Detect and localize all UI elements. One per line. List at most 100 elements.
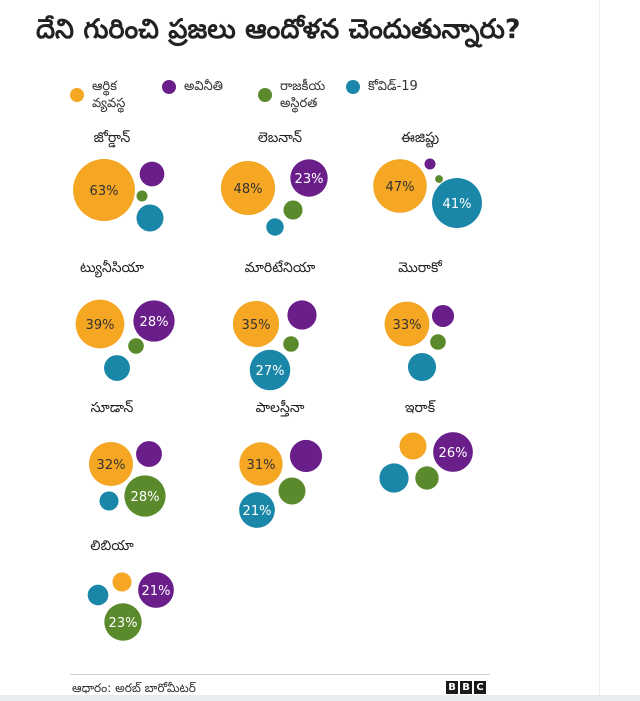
bubble-covid	[87, 584, 109, 606]
bubble-economy	[112, 572, 132, 592]
footer-divider	[70, 674, 490, 675]
data-label: 28%	[131, 490, 160, 505]
logo-letter: B	[460, 681, 472, 694]
country-group: మొరాకో 33%	[384, 260, 455, 382]
bubble-economy	[384, 301, 430, 347]
data-label: 47%	[386, 180, 415, 195]
country-group: ట్యునీసియా 39% 28%	[75, 260, 175, 381]
bubble-corruption	[138, 572, 174, 608]
bubble-stability	[124, 475, 166, 517]
legend-swatch-covid	[346, 79, 360, 94]
legend-item-stability: రాజకీయ అస్థిరత	[258, 78, 325, 112]
bubble-stability	[104, 603, 142, 641]
bubble-stability	[278, 477, 306, 505]
bottom-bar	[0, 695, 640, 701]
data-label: 26%	[439, 446, 468, 461]
bubble-covid	[239, 492, 275, 528]
bubble-stability	[136, 190, 148, 202]
legend-label-corruption: అవినీతి	[184, 79, 223, 94]
country-group: పాలస్తీనా 31% 21%	[239, 399, 323, 528]
bubble-corruption	[424, 158, 436, 170]
logo-letter: B	[446, 681, 458, 694]
bubble-stability	[283, 336, 299, 352]
data-label: 33%	[393, 318, 422, 333]
bubble-chart: జోర్డాన్ 63% లెబనాన్ 48% 23% ఈజిప్టు 47% 41% ట్య…	[73, 130, 482, 641]
data-label: 35%	[242, 318, 271, 333]
bubble-corruption	[287, 300, 317, 330]
bubble-covid	[407, 352, 437, 382]
data-label: 23%	[109, 616, 138, 631]
legend: ఆర్థిక వ్యవస్థ అవినీతి రాజకీయ అస్థిరత కో…	[70, 78, 510, 118]
bubble-stability	[435, 175, 443, 183]
bubble-covid	[136, 204, 164, 232]
country-name: మొరాకో	[398, 260, 443, 276]
bubble-covid	[104, 355, 130, 381]
data-label: 23%	[295, 172, 324, 187]
legend-item-corruption: అవినీతి	[162, 78, 223, 95]
data-label: 63%	[90, 184, 119, 199]
bubble-economy	[373, 159, 427, 213]
bubble-covid	[99, 491, 119, 511]
country-name: పాలస్తీనా	[256, 399, 305, 417]
bubble-economy	[88, 441, 134, 487]
bubble-stability	[430, 334, 446, 350]
country-group: మారిటేనియా 35% 27%	[232, 260, 317, 391]
bubble-covid	[379, 463, 409, 493]
legend-label-stability: రాజకీయ అస్థిరత	[280, 79, 326, 111]
bbc-logo: B B C	[446, 681, 486, 694]
bubble-covid	[266, 218, 284, 236]
country-name: లిబియా	[90, 538, 134, 554]
country-group: సూడాన్ 32% 28%	[88, 400, 166, 517]
legend-label-economy: ఆర్థిక వ్యవస్థ	[92, 79, 126, 111]
country-group: జోర్డాన్ 63%	[73, 130, 165, 232]
country-name: జోర్డాన్	[94, 130, 131, 148]
country-group: ఇరాక్ 26%	[379, 400, 473, 493]
legend-item-covid: కోవిడ్-19	[346, 78, 418, 95]
legend-label-covid: కోవిడ్-19	[368, 79, 418, 94]
country-group: లెబనాన్ 48% 23%	[220, 130, 328, 236]
bubble-corruption	[139, 161, 165, 187]
bubble-economy	[239, 442, 283, 486]
bubble-stability	[128, 338, 144, 354]
bubble-corruption	[290, 159, 328, 197]
country-name: ఈజిప్టు	[401, 130, 439, 148]
source-note: ఆధారం: అరబ్ బారోమీటర్	[72, 681, 196, 695]
data-label: 28%	[140, 315, 169, 330]
data-label: 41%	[443, 197, 472, 212]
bubble-economy	[399, 432, 427, 460]
bubble-stability	[283, 200, 303, 220]
data-label: 21%	[142, 584, 171, 599]
legend-swatch-stability	[258, 88, 272, 102]
country-name: సూడాన్	[91, 400, 134, 416]
bubble-covid	[249, 349, 291, 391]
bubble-corruption	[136, 441, 162, 467]
data-label: 27%	[256, 364, 285, 379]
country-name: ట్యునీసియా	[80, 260, 145, 278]
country-name: మారిటేనియా	[245, 260, 316, 276]
bubble-stability	[415, 466, 439, 490]
data-label: 32%	[97, 458, 126, 473]
data-label: 48%	[234, 182, 263, 197]
bubble-corruption	[133, 300, 175, 342]
data-label: 31%	[247, 458, 276, 473]
bubble-economy	[73, 159, 135, 221]
frame-edge	[599, 0, 600, 701]
bubble-economy	[75, 299, 125, 349]
logo-letter: C	[474, 681, 486, 694]
data-label: 39%	[86, 318, 115, 333]
bubble-corruption	[433, 432, 473, 472]
legend-item-economy: ఆర్థిక వ్యవస్థ	[70, 78, 125, 112]
bubble-covid	[432, 178, 482, 228]
bubble-corruption	[431, 304, 455, 328]
bubble-corruption	[289, 439, 323, 473]
legend-swatch-corruption	[162, 79, 176, 94]
bubble-economy	[232, 300, 280, 348]
country-group: ఈజిప్టు 47% 41%	[373, 130, 482, 228]
legend-swatch-economy	[70, 88, 84, 102]
data-label: 21%	[243, 504, 272, 519]
country-name: లెబనాన్	[258, 130, 302, 146]
bubble-economy	[220, 160, 276, 216]
chart-title: దేని గురించి ప్రజలు ఆందోళన చెందుతున్నారు…	[36, 14, 521, 45]
country-name: ఇరాక్	[405, 400, 436, 416]
country-group: లిబియా 21% 23%	[87, 538, 174, 641]
